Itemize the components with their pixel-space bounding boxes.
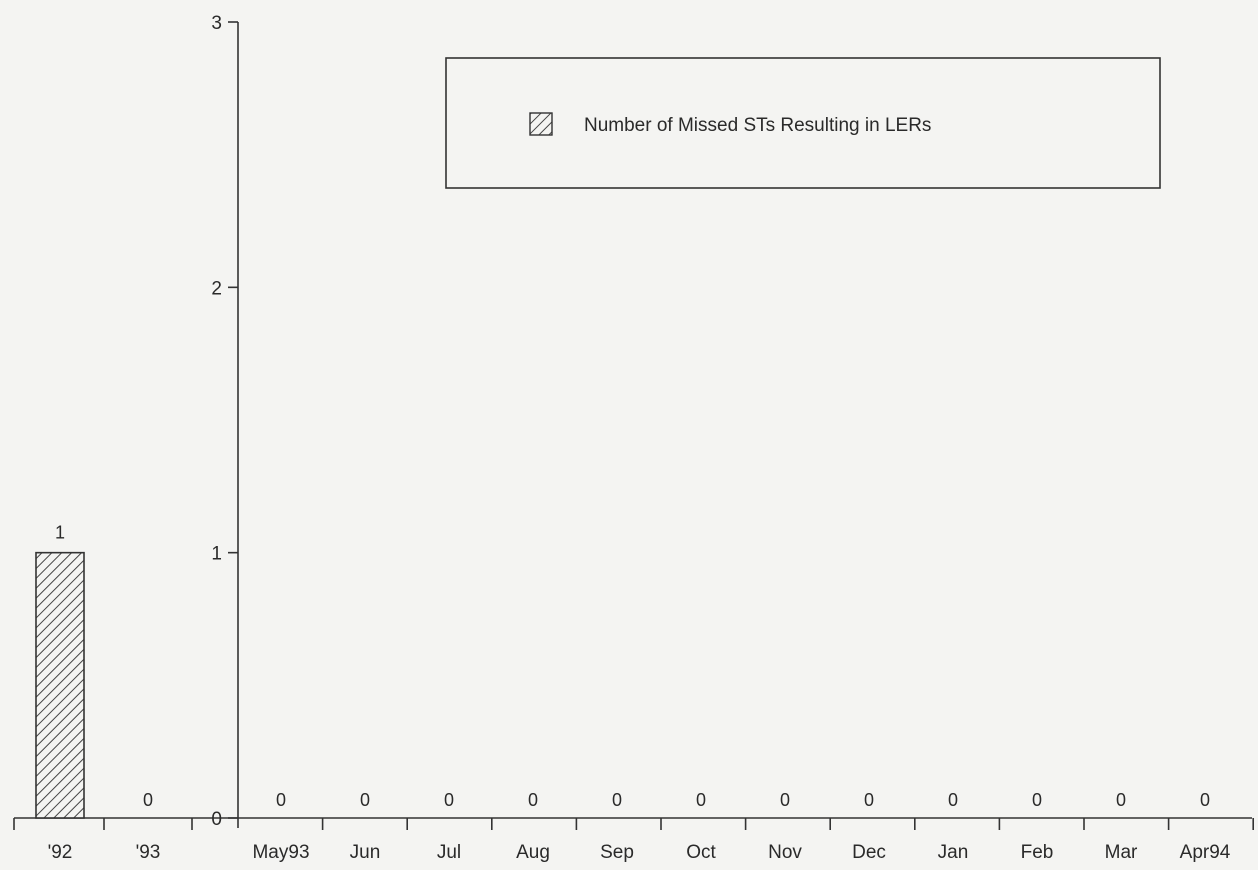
bar-0	[35, 551, 85, 819]
x-tick-label: Nov	[768, 842, 802, 863]
x-tick-label: Oct	[686, 842, 716, 863]
bars	[35, 551, 85, 819]
data-label: 0	[780, 790, 790, 810]
y-tick-label: 3	[211, 13, 222, 34]
data-label: 0	[444, 790, 454, 810]
x-tick-label: Sep	[600, 842, 634, 863]
legend: Number of Missed STs Resulting in LERs	[445, 57, 1161, 189]
x-tick-label: '92	[48, 842, 73, 863]
x-tick-label: '93	[136, 842, 161, 863]
x-tick-label: Jul	[437, 842, 461, 863]
data-label: 0	[948, 790, 958, 810]
data-label: 0	[360, 790, 370, 810]
legend-label: Number of Missed STs Resulting in LERs	[584, 115, 931, 136]
data-label: 0	[864, 790, 874, 810]
legend-box	[445, 57, 1161, 189]
x-tick-label: Feb	[1021, 842, 1054, 863]
axes	[13, 21, 1254, 830]
data-label: 0	[1032, 790, 1042, 810]
x-tick-label: Jan	[938, 842, 969, 863]
x-tick-label: Dec	[852, 842, 886, 863]
x-tick-label: Apr94	[1180, 842, 1231, 863]
legend-swatch	[529, 112, 553, 136]
data-label: 0	[612, 790, 622, 810]
x-tick-label: Jun	[350, 842, 381, 863]
data-label: 0	[276, 790, 286, 810]
x-tick-label: Mar	[1105, 842, 1138, 863]
data-label: 0	[143, 790, 153, 810]
data-label: 0	[528, 790, 538, 810]
data-label: 0	[696, 790, 706, 810]
data-label: 0	[1200, 790, 1210, 810]
y-tick-label: 1	[211, 544, 222, 565]
y-tick-label: 2	[211, 278, 222, 299]
labels: 0 1 2 3 1 '92 0 '93 0 May93 0 Jun 0 Jul 0 Aug 0 Sep 0 Oct 0 N…	[48, 13, 1231, 863]
data-label: 1	[55, 523, 65, 543]
x-tick-label: Aug	[516, 842, 550, 863]
data-label: 0	[1116, 790, 1126, 810]
y-tick-label: 0	[211, 809, 222, 830]
x-tick-label: May93	[252, 842, 309, 863]
